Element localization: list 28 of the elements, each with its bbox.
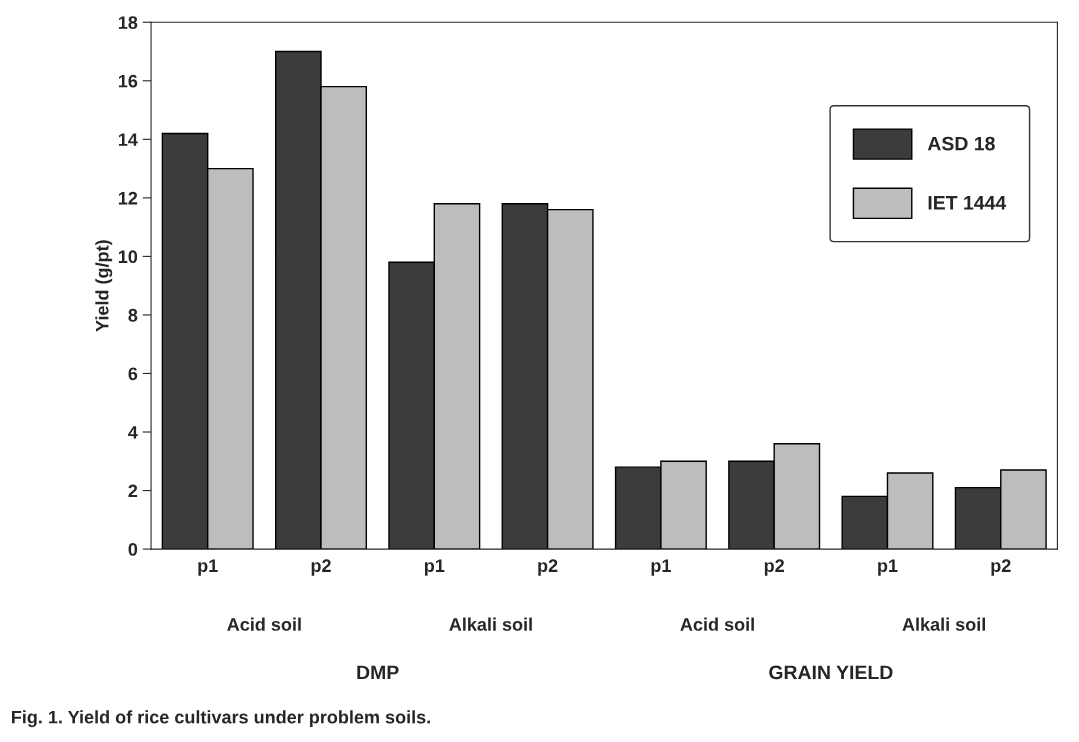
x-tick-label: p2 [538,559,558,576]
y-tick-label: 8 [128,308,138,322]
text: Acid soil [680,617,754,631]
x-tick-label: p1 [424,559,445,576]
x-tick-label: p2 [311,559,331,576]
y-tick-label: 16 [118,74,138,88]
x-tick-label: p1 [878,559,898,576]
x-tick-label: p2 [764,559,784,576]
y-tick-label: 4 [128,426,138,439]
text: Acid soil [227,617,301,631]
text: DMP [357,665,399,680]
x-tick-label: p2 [991,559,1011,576]
y-tick-label: 10 [118,250,138,264]
y-axis-title: Yield (g/pt) [95,240,113,332]
text: Alkali soil [902,617,985,631]
text: GRAIN YIELD [769,665,893,680]
y-tick-label: 6 [128,367,138,381]
y-tick-label: 0 [128,543,138,556]
y-tick-label: 14 [118,133,138,146]
legend-label: ASD 18 [927,136,995,151]
caption: Fig. 1. Yield of rice cultivars under problem soils. [12,710,430,728]
x-tick-label: p1 [198,559,218,576]
legend-label: IET 1444 [928,196,1007,210]
y-tick-label: 12 [118,191,138,205]
y-tick-label: 18 [118,16,138,29]
y-tick-label: 2 [128,484,138,498]
text: Alkali soil [449,617,532,631]
x-tick-label: p1 [651,559,671,576]
